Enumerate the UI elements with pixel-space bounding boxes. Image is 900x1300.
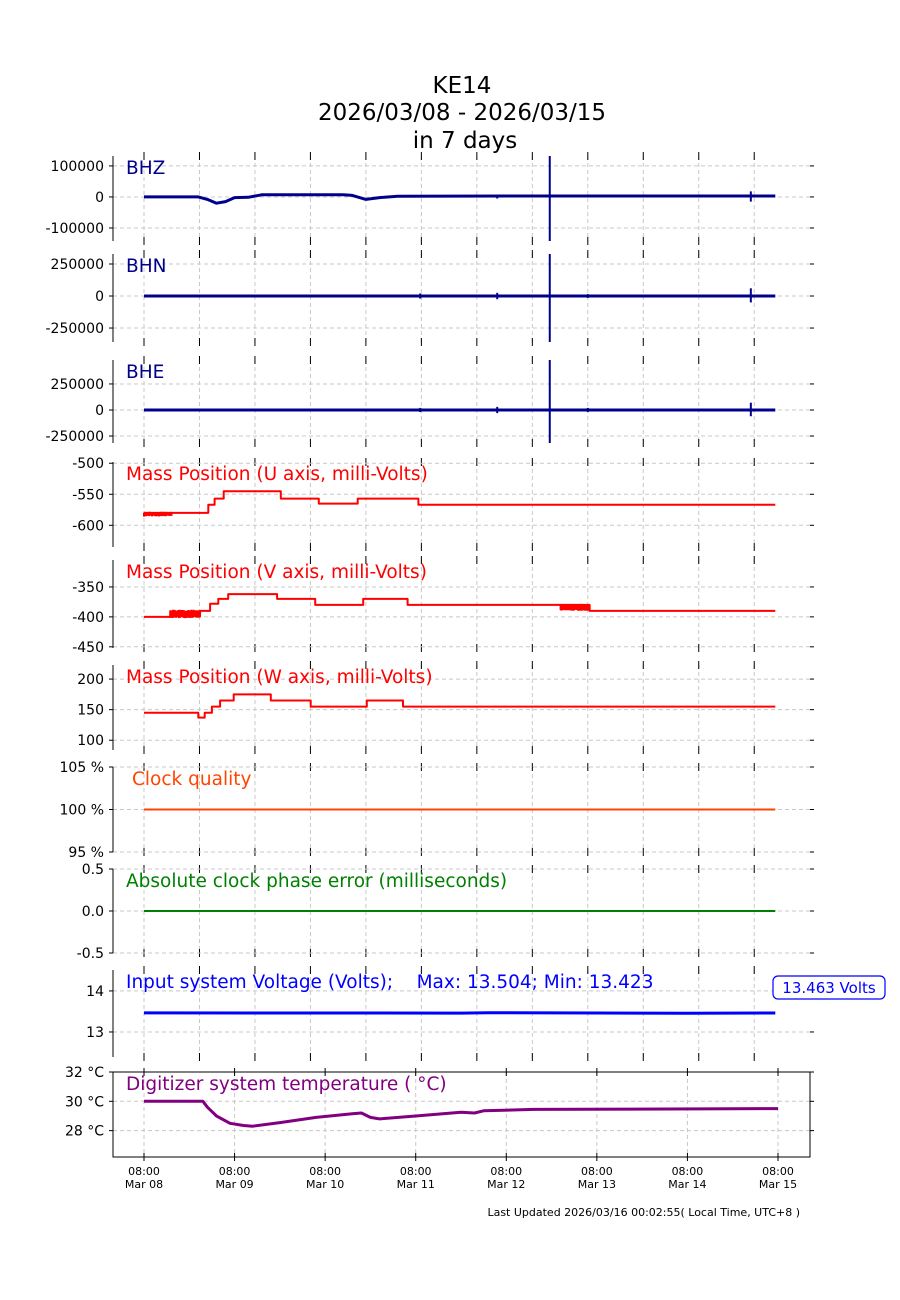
y-tick-label: 0 — [95, 403, 104, 419]
y-tick-label: 200 — [77, 672, 104, 688]
y-tick-label: 100 — [77, 733, 104, 749]
series-line-BHZ — [144, 193, 776, 205]
y-tick-label: 32 °C — [65, 1065, 104, 1081]
x-tick-date: Mar 12 — [487, 1178, 525, 1191]
x-tick-date: Mar 09 — [215, 1178, 253, 1191]
x-tick-date: Mar 15 — [759, 1178, 797, 1191]
panel-label-clock-quality: Clock quality — [132, 769, 251, 790]
y-tick-label: 28 °C — [65, 1124, 104, 1140]
y-tick-label: 100 % — [60, 803, 104, 819]
series-line-mass-u — [144, 490, 776, 514]
panel-mass-w: 200 150 100 Mass Position (W axis, milli-Vo… — [77, 661, 814, 754]
y-tick-label: -100000 — [46, 221, 105, 237]
panel-mass-u: -500 -550 -600 Mass Position (U axis, milli… — [72, 456, 814, 551]
series-line-voltage — [143, 1011, 776, 1015]
y-tick-label: 250000 — [51, 257, 104, 273]
x-tick-date: Mar 11 — [397, 1178, 435, 1191]
current-value-label: 13.463 Volts — [782, 979, 876, 997]
x-tick-date: Mar 14 — [668, 1178, 706, 1191]
series-line-mass-w — [144, 693, 776, 719]
panel-label-mass-w: Mass Position (W axis, milli-Volts) — [126, 667, 433, 688]
y-tick-label: -550 — [72, 487, 104, 503]
y-tick-label: 100000 — [51, 159, 104, 175]
axes-frame — [112, 1071, 811, 1158]
x-tick-date: Mar 10 — [306, 1178, 344, 1191]
title-date-range: 2026/03/08 - 2026/03/15 — [318, 100, 606, 126]
panel-label-mass-v: Mass Position (V axis, milli-Volts) — [126, 562, 427, 583]
y-tick-label: -0.5 — [77, 946, 104, 962]
x-tick-time: 08:00 — [400, 1165, 432, 1178]
title-duration: in 7 days — [413, 128, 518, 154]
noise-band — [559, 604, 591, 611]
panel-BHN: 250000 0 -250000 BHN — [46, 250, 814, 346]
y-tick-label: 13 — [86, 1025, 104, 1041]
y-tick-label: 105 % — [60, 760, 104, 776]
x-tick-date: Mar 08 — [125, 1178, 163, 1191]
y-tick-label: 0.0 — [82, 904, 104, 920]
x-tick-time: 08:00 — [219, 1165, 251, 1178]
y-tick-label: 30 °C — [65, 1094, 104, 1110]
y-tick-label: 0 — [95, 289, 104, 305]
x-tick-time: 08:00 — [490, 1165, 522, 1178]
x-tick-time: 08:00 — [672, 1165, 704, 1178]
panel-label-voltage: Input system Voltage (Volts); Max: 13.50… — [126, 972, 653, 993]
current-value-box — [772, 975, 886, 1000]
y-tick-label: -250000 — [46, 429, 105, 445]
noise-band — [169, 609, 201, 619]
panel-voltage: 14 13 Input system Voltage (Volts); Max: 1… — [86, 966, 886, 1061]
series-line-temperature — [144, 1099, 779, 1128]
panel-label-BHZ: BHZ — [126, 158, 165, 179]
y-tick-label: -600 — [72, 518, 104, 534]
x-tick-date: Mar 13 — [578, 1178, 616, 1191]
panel-label-temperature: Digitizer system temperature ( °C) — [126, 1074, 447, 1095]
panel-label-mass-u: Mass Position (U axis, milli-Volts) — [126, 464, 428, 485]
y-tick-label: -350 — [72, 580, 104, 596]
x-tick-time: 08:00 — [581, 1165, 613, 1178]
y-tick-label: -250000 — [46, 321, 105, 337]
y-tick-label: -500 — [72, 456, 104, 472]
y-tick-label: 14 — [86, 984, 104, 1000]
y-tick-label: 0 — [95, 190, 104, 206]
series-line-mass-v — [144, 593, 776, 618]
y-tick-label: 95 % — [68, 845, 104, 861]
panel-clock-quality: 105 % 100 % 95 % Clock quality — [60, 760, 814, 861]
panel-label-BHN: BHN — [126, 256, 166, 277]
panel-BHZ: 100000 0 -100000 BHZ — [46, 152, 814, 245]
y-tick-label: 250000 — [51, 377, 104, 393]
x-tick-time: 08:00 — [762, 1165, 794, 1178]
y-tick-label: 0.5 — [82, 862, 104, 878]
y-tick-label: 150 — [77, 703, 104, 719]
panel-BHE: 250000 0 -250000 BHE — [46, 356, 814, 447]
y-tick-label: -450 — [72, 640, 104, 656]
title-station: KE14 — [433, 73, 492, 99]
panel-mass-v: -350 -400 -450 Mass Position (V axis, milli… — [72, 556, 814, 656]
x-tick-time: 08:00 — [128, 1165, 160, 1178]
panel-label-BHE: BHE — [126, 362, 164, 383]
panel-label-clock-phase: Absolute clock phase error (milliseconds… — [126, 871, 507, 892]
panel-clock-phase: 0.5 0.0 -0.5 Absolute clock phase error (mi… — [77, 862, 814, 962]
x-tick-time: 08:00 — [309, 1165, 341, 1178]
y-tick-label: -400 — [72, 610, 104, 626]
last-updated: Last Updated 2026/03/16 00:02:55( Local … — [487, 1206, 800, 1219]
